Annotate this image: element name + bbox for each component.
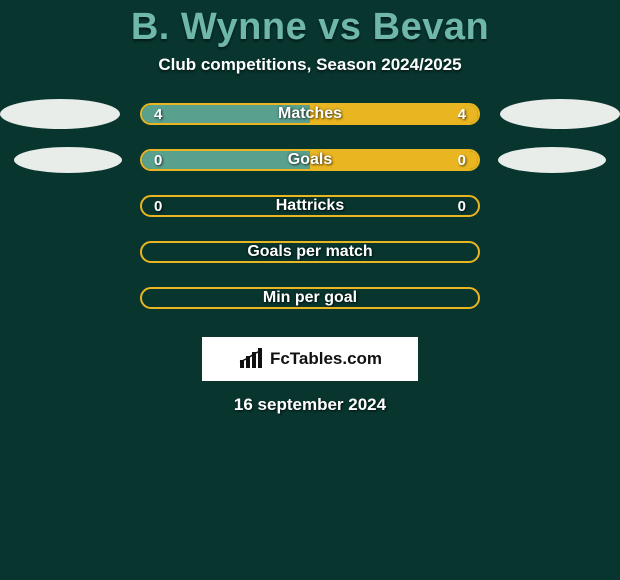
- player-right-marker: [498, 147, 606, 173]
- stat-row: Min per goal: [0, 287, 620, 309]
- stat-row: 0 0Hattricks: [0, 195, 620, 217]
- branding-text: FcTables.com: [270, 349, 382, 369]
- stat-bar: Goals per match: [140, 241, 480, 263]
- player-left-marker: [0, 99, 120, 129]
- stat-label: Min per goal: [142, 289, 478, 307]
- player-left-marker: [14, 147, 122, 173]
- stat-right-value: 0: [458, 197, 466, 215]
- stat-bar-right-fill: [310, 151, 478, 169]
- stat-label: Hattricks: [142, 197, 478, 215]
- bars-icon: [238, 348, 266, 370]
- stat-row: 00Goals: [0, 149, 620, 171]
- stat-bar-left-fill: [142, 105, 310, 123]
- stat-bar: 00Goals: [140, 149, 480, 171]
- stat-bar: Min per goal: [140, 287, 480, 309]
- stat-bar-left-fill: [142, 151, 310, 169]
- stat-row: 44Matches: [0, 103, 620, 125]
- page-subtitle: Club competitions, Season 2024/2025: [0, 55, 620, 75]
- stat-bar: 0 0Hattricks: [140, 195, 480, 217]
- timestamp: 16 september 2024: [0, 395, 620, 415]
- stat-label: Goals per match: [142, 243, 478, 261]
- stat-row: Goals per match: [0, 241, 620, 263]
- player-right-marker: [500, 99, 620, 129]
- stat-left-value: 0: [154, 197, 162, 215]
- page-title: B. Wynne vs Bevan: [0, 0, 620, 55]
- branding-box: FcTables.com: [202, 337, 418, 381]
- stat-bar: 44Matches: [140, 103, 480, 125]
- stat-bar-right-fill: [310, 105, 478, 123]
- comparison-rows: 44Matches 00Goals 0 0Hattricks Goals per mat…: [0, 103, 620, 309]
